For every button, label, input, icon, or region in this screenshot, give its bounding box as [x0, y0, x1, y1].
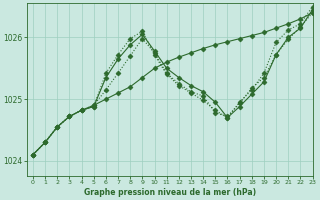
- X-axis label: Graphe pression niveau de la mer (hPa): Graphe pression niveau de la mer (hPa): [84, 188, 256, 197]
